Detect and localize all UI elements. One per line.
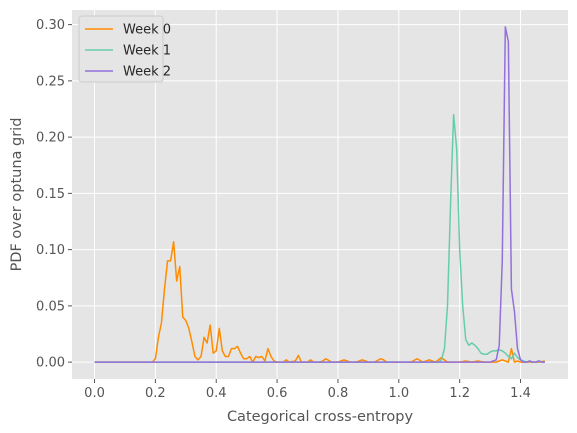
y-tick-label: 0.20: [36, 131, 65, 146]
series-line-week-2: [94, 26, 545, 363]
series-layer: [94, 26, 546, 363]
legend-label-week-1: Week 1: [123, 44, 171, 59]
x-tick-label: 0.8: [328, 386, 349, 401]
y-tick-label: 0.05: [36, 299, 65, 314]
x-tick-label: 0.2: [145, 386, 166, 401]
y-axis-ticks: 0.00 0.05 0.10 0.15 0.20 0.25 0.30: [36, 18, 72, 371]
x-tick-label: 1.4: [510, 386, 531, 401]
y-tick-label: 0.25: [36, 74, 65, 89]
legend-box: [78, 15, 164, 83]
x-tick-label: 0.6: [267, 386, 288, 401]
y-tick-label: 0.00: [36, 356, 65, 371]
legend-label-week-2: Week 2: [123, 65, 171, 80]
legend: Week 0 Week 1 Week 2: [78, 15, 171, 83]
y-axis-label: PDF over optuna grid: [9, 118, 25, 272]
x-tick-label: 1.2: [449, 386, 470, 401]
legend-label-week-0: Week 0: [123, 23, 171, 38]
x-axis-label: Categorical cross-entropy: [227, 409, 414, 425]
y-tick-label: 0.10: [36, 243, 65, 258]
y-tick-label: 0.15: [36, 187, 65, 202]
x-tick-label: 0.0: [84, 386, 105, 401]
x-axis-ticks: 0.0 0.2 0.4 0.6 0.8 1.0 1.2 1.4: [84, 379, 531, 401]
series-line-week-0: [94, 241, 546, 363]
x-tick-label: 1.0: [388, 386, 409, 401]
y-tick-label: 0.30: [36, 18, 65, 33]
x-tick-label: 0.4: [206, 386, 227, 401]
